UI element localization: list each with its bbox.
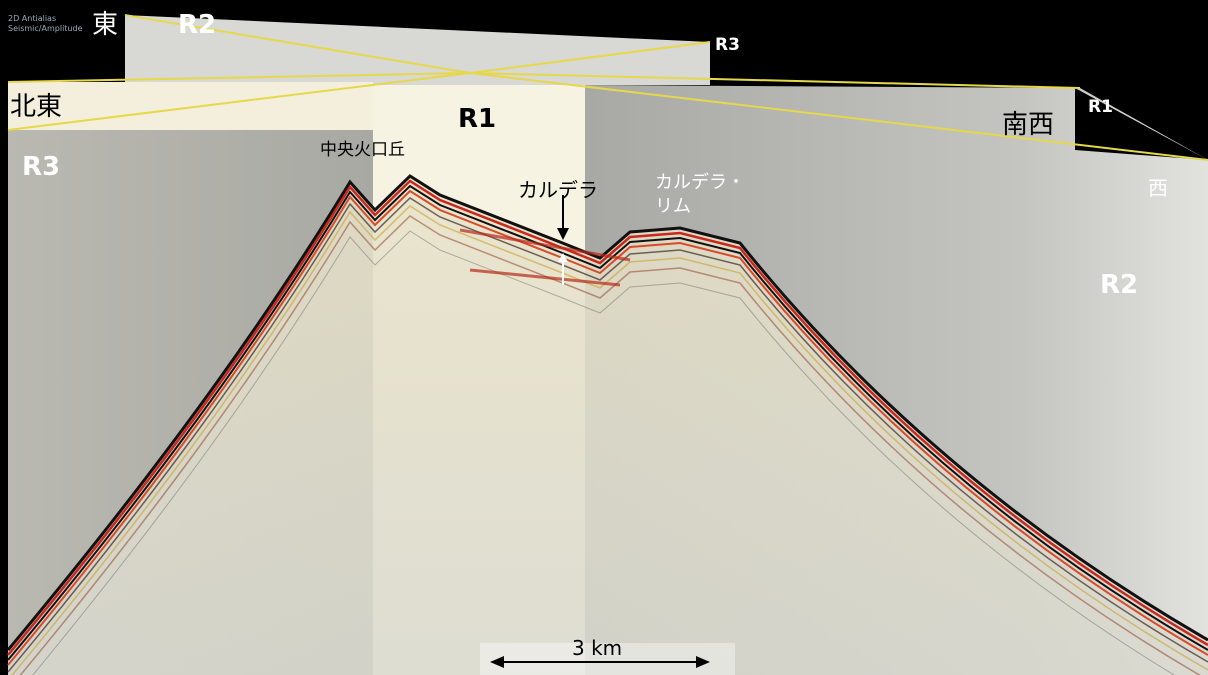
label: R2 [178, 10, 216, 40]
label: 西 [1148, 176, 1168, 200]
label: 中央火口丘 [320, 140, 405, 160]
label: 南西 [1002, 110, 1054, 140]
scale-label: 3 km [572, 636, 622, 660]
label: 東 [92, 10, 118, 40]
seismic-view: 2D Antialias Seismic/Amplitude 東 R2 R3 北… [0, 0, 1208, 675]
label: R2 [1100, 270, 1138, 300]
page: {"header": {"line1": "2D Antialias", "li… [0, 0, 1208, 675]
label: R1 [458, 104, 496, 134]
label: R3 [22, 152, 60, 182]
header-line: 2D Antialias [8, 14, 56, 23]
label: R3 [715, 35, 740, 55]
header-line: Seismic/Amplitude [8, 24, 83, 33]
label: リム [655, 196, 691, 217]
label: R1 [1088, 97, 1113, 117]
label: カルデラ [518, 178, 598, 202]
label: カルデラ・ [655, 172, 745, 193]
label: 北東 [10, 92, 62, 122]
